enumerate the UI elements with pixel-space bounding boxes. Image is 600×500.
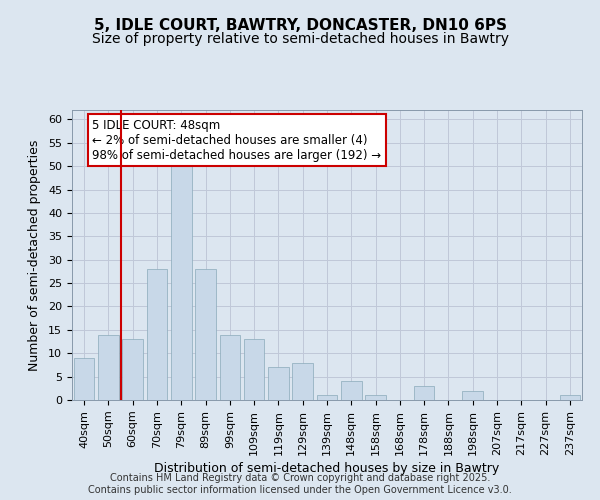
X-axis label: Distribution of semi-detached houses by size in Bawtry: Distribution of semi-detached houses by … <box>154 462 500 475</box>
Text: 5 IDLE COURT: 48sqm
← 2% of semi-detached houses are smaller (4)
98% of semi-det: 5 IDLE COURT: 48sqm ← 2% of semi-detache… <box>92 118 382 162</box>
Bar <box>171 166 191 400</box>
Y-axis label: Number of semi-detached properties: Number of semi-detached properties <box>28 140 41 370</box>
Text: Size of property relative to semi-detached houses in Bawtry: Size of property relative to semi-detach… <box>91 32 509 46</box>
Bar <box>146 269 167 400</box>
Text: 5, IDLE COURT, BAWTRY, DONCASTER, DN10 6PS: 5, IDLE COURT, BAWTRY, DONCASTER, DN10 6… <box>94 18 506 32</box>
Bar <box>268 368 289 400</box>
Bar <box>220 334 240 400</box>
Bar <box>317 396 337 400</box>
Bar <box>560 396 580 400</box>
Bar <box>292 362 313 400</box>
Bar <box>74 358 94 400</box>
Bar <box>98 334 119 400</box>
Text: Contains HM Land Registry data © Crown copyright and database right 2025.
Contai: Contains HM Land Registry data © Crown c… <box>88 474 512 495</box>
Bar <box>195 269 216 400</box>
Bar <box>414 386 434 400</box>
Bar <box>341 382 362 400</box>
Bar <box>463 390 483 400</box>
Bar <box>122 339 143 400</box>
Bar <box>365 396 386 400</box>
Bar <box>244 339 265 400</box>
